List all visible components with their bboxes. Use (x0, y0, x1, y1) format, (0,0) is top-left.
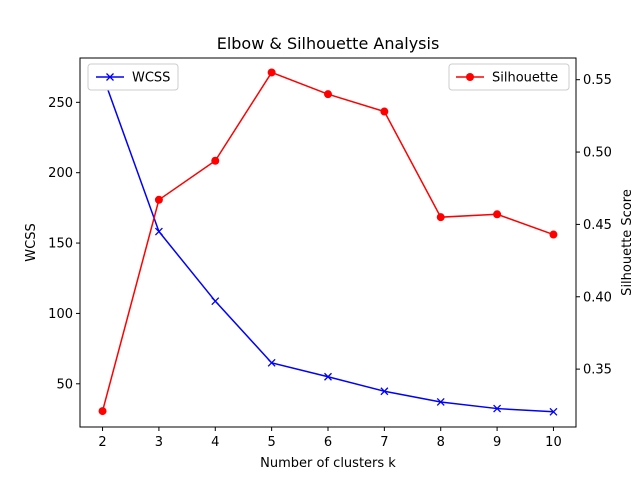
data-point-wcss (436, 397, 445, 406)
series-line-wcss (101, 74, 554, 413)
x-tick-label: 2 (98, 435, 106, 450)
data-point-silhouette (98, 407, 107, 416)
y-axis-left: 50 100 150 200 250 (48, 96, 80, 392)
data-point-silhouette (493, 210, 502, 219)
plot-area (79, 57, 577, 428)
data-point-silhouette (324, 90, 332, 99)
y-left-tick-label: 100 (48, 307, 73, 322)
legend-wcss: WCSS (87, 63, 179, 91)
y-right-tick-label: 0.50 (583, 146, 612, 161)
x-tick-label: 7 (380, 435, 388, 450)
x-tick-label: 5 (267, 435, 275, 450)
legend-wcss-marker (106, 73, 114, 81)
data-point-wcss (493, 404, 502, 413)
x-tick-label: 9 (493, 435, 501, 450)
x-tick-label: 3 (155, 435, 163, 450)
y-right-tick-label: 0.40 (583, 290, 612, 305)
data-point-silhouette (154, 195, 163, 204)
y-left-tick-label: 50 (56, 377, 73, 392)
x-axis-title: Number of clusters k (260, 456, 396, 471)
y-axis-right: 0.35 0.40 0.45 0.50 0.55 (576, 73, 612, 378)
y-right-tick-label: 0.35 (583, 363, 612, 378)
series-layer (98, 68, 558, 416)
data-point-wcss (154, 227, 163, 236)
data-point-silhouette (380, 107, 389, 116)
data-point-wcss (380, 387, 389, 396)
data-point-silhouette (211, 156, 220, 165)
y-left-tick-label: 150 (48, 237, 73, 252)
legend-silhouette-label: Silhouette (492, 71, 558, 86)
x-axis: 2 3 4 5 6 7 8 9 10 (98, 427, 562, 450)
x-tick-label: 8 (437, 435, 445, 450)
y-axis-right-title: Silhouette Score (620, 189, 635, 296)
x-tick-label: 6 (324, 435, 332, 450)
x-tick-label: 10 (545, 435, 562, 450)
legend-wcss-label: WCSS (132, 71, 170, 86)
series-line-silhouette (101, 71, 554, 412)
legend-silhouette: Silhouette (448, 63, 570, 91)
legend-wcss-box (87, 63, 179, 91)
y-right-tick-label: 0.55 (583, 73, 612, 88)
data-point-wcss (267, 358, 276, 367)
legend-silhouette-marker (466, 73, 474, 81)
data-point-silhouette (436, 213, 445, 222)
legend-silhouette-box (448, 63, 570, 91)
data-point-wcss (549, 407, 558, 416)
data-point-wcss (324, 372, 332, 381)
data-point-silhouette (267, 68, 276, 77)
data-point-wcss (211, 297, 220, 306)
y-left-tick-label: 200 (48, 166, 73, 181)
x-tick-label: 4 (211, 435, 219, 450)
y-right-tick-label: 0.45 (583, 218, 612, 233)
y-axis-left-title: WCSS (24, 223, 39, 261)
data-point-silhouette (549, 230, 558, 239)
y-left-tick-label: 250 (48, 96, 73, 111)
chart-title: Elbow & Silhouette Analysis (217, 34, 440, 53)
